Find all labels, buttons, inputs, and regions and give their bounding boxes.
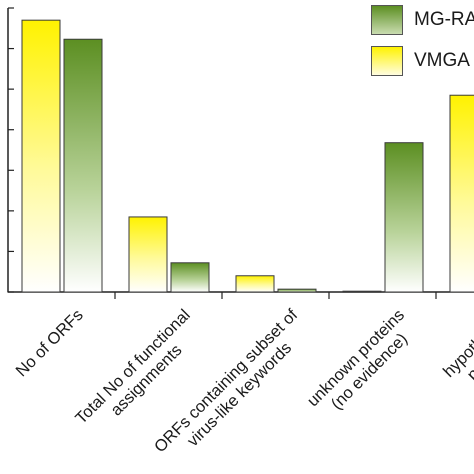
bar-vmgap-3 (235, 275, 275, 293)
bar-mg-rast-2 (170, 262, 210, 293)
legend-label-mg-rast: MG-RA (414, 9, 474, 30)
bars (21, 19, 474, 293)
legend-swatch-vmgap (371, 46, 403, 76)
bar-vmgap-1 (21, 19, 61, 293)
bar-mg-rast-3 (277, 288, 317, 293)
legend-swatch-mg-rast (371, 5, 403, 35)
bar-mg-rast-4 (384, 142, 424, 293)
bar-vmgap-2 (128, 216, 168, 293)
bar-vmgap-4 (342, 290, 382, 293)
bar-mg-rast-1 (63, 38, 103, 293)
legend-label-vmgap: VMGA (414, 50, 470, 71)
bar-vmgap-5 (449, 94, 474, 293)
